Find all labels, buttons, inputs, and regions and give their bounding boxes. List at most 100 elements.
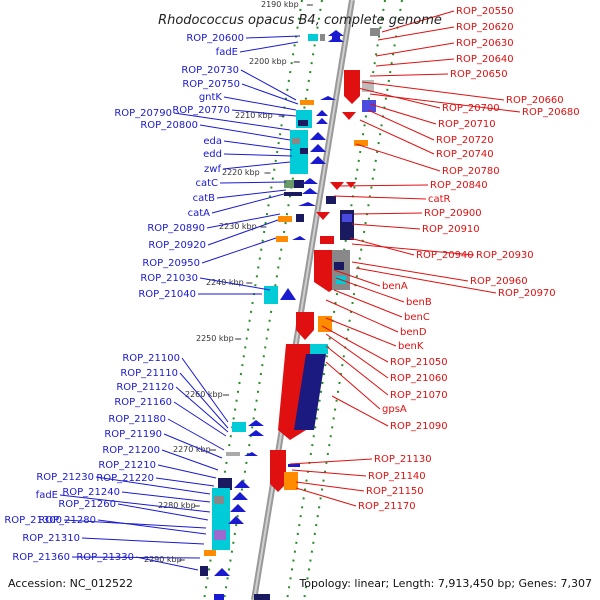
gene-label-rop_21120[interactable]: ROP_21120 [116, 382, 174, 393]
gene-label-rop_21050[interactable]: ROP_21050 [390, 357, 448, 368]
gene-label-cata[interactable]: catA [188, 208, 211, 219]
gene-label-rop_21040[interactable]: ROP_21040 [138, 289, 196, 300]
leader-line [95, 476, 211, 495]
leader-line [239, 41, 299, 53]
gene-label-rop_20970[interactable]: ROP_20970 [498, 288, 556, 299]
gene-label-rop_21140[interactable]: ROP_21140 [368, 471, 426, 482]
label-leader-lines [59, 10, 521, 571]
gene-label-rop_20730[interactable]: ROP_20730 [181, 65, 239, 76]
gene-label-gntk[interactable]: gntK [199, 92, 223, 103]
gene-label-rop_20660[interactable]: ROP_20660 [506, 95, 564, 106]
gene-label-fade[interactable]: fadE [216, 47, 238, 58]
leader-line [295, 487, 357, 507]
leader-line [369, 73, 449, 77]
leader-line [201, 237, 277, 264]
gene-label-rop_21060[interactable]: ROP_21060 [390, 373, 448, 384]
gene-label-benb[interactable]: benB [406, 297, 432, 308]
leader-line [216, 189, 287, 199]
gene-label-rop_21360[interactable]: ROP_21360 [12, 552, 70, 563]
gene-label-rop_20770[interactable]: ROP_20770 [172, 105, 230, 116]
gene-label-rop_21330[interactable]: ROP_21330 [76, 552, 134, 563]
gene-label-rop_21180[interactable]: ROP_21180 [108, 414, 166, 425]
leader-line [369, 93, 521, 113]
leader-line [241, 83, 299, 105]
gene-label-rop_21090[interactable]: ROP_21090 [390, 421, 448, 432]
gene-label-bend[interactable]: benD [400, 327, 427, 338]
gene-label-zwf[interactable]: zwf [204, 164, 221, 175]
gene-label-rop_20950[interactable]: ROP_20950 [142, 258, 200, 269]
gene-label-rop_20780[interactable]: ROP_20780 [442, 166, 500, 177]
gene-label-rop_21160[interactable]: ROP_21160 [114, 397, 172, 408]
leader-line [353, 212, 423, 215]
gene-label-eda[interactable]: eda [203, 136, 222, 147]
leader-line [219, 181, 287, 184]
gene-label-catr[interactable]: catR [428, 194, 451, 205]
gene-label-rop_21190[interactable]: ROP_21190 [104, 429, 162, 440]
leader-line [63, 519, 207, 529]
gene-label-catc[interactable]: catC [195, 178, 218, 189]
gene-label-rop_20750[interactable]: ROP_20750 [182, 79, 240, 90]
gene-label-rop_20710[interactable]: ROP_20710 [438, 119, 496, 130]
leader-line [369, 103, 437, 125]
gene-label-gpsa[interactable]: gpsA [382, 404, 407, 415]
gene-label-rop_21100[interactable]: ROP_21100 [122, 353, 180, 364]
gene-label-rop_20550[interactable]: ROP_20550 [456, 6, 514, 17]
gene-label-rop_20800[interactable]: ROP_20800 [140, 120, 198, 131]
leader-line [361, 81, 505, 101]
gene-label-rop_20630[interactable]: ROP_20630 [456, 38, 514, 49]
gene-label-rop_20940[interactable]: ROP_20940 [416, 250, 474, 261]
gene-label-rop_20900[interactable]: ROP_20900 [424, 208, 482, 219]
gene-label-fade[interactable]: fadE [36, 490, 58, 501]
gene-label-rop_21280[interactable]: ROP_21280 [38, 515, 96, 526]
gene-label-rop_21260[interactable]: ROP_21260 [58, 499, 116, 510]
leader-line [321, 325, 389, 363]
gene-label-rop_21110[interactable]: ROP_21110 [120, 368, 178, 379]
gene-label-rop_21150[interactable]: ROP_21150 [366, 486, 424, 497]
leader-line [199, 277, 271, 291]
gene-label-catb[interactable]: catB [193, 193, 216, 204]
leader-line [333, 195, 427, 200]
gene-label-rop_21310[interactable]: ROP_21310 [22, 533, 80, 544]
gene-label-rop_20650[interactable]: ROP_20650 [450, 69, 508, 80]
gene-label-rop_21170[interactable]: ROP_21170 [358, 501, 416, 512]
gene-label-rop_20720[interactable]: ROP_20720 [436, 135, 494, 146]
gene-label-benc[interactable]: benC [404, 312, 430, 323]
gene-label-rop_21300[interactable]: ROP_21300 [4, 515, 62, 526]
gene-label-rop_20700[interactable]: ROP_20700 [442, 103, 500, 114]
gene-label-benk[interactable]: benK [398, 341, 424, 352]
gene-label-rop_21200[interactable]: ROP_21200 [102, 445, 160, 456]
tick-label: 2220 kbp [222, 168, 260, 177]
gene-label-rop_20890[interactable]: ROP_20890 [147, 223, 205, 234]
gene-label-rop_21220[interactable]: ROP_21220 [96, 473, 154, 484]
leader-line [325, 361, 381, 410]
gene-label-rop_20790[interactable]: ROP_20790 [114, 108, 172, 119]
gene-label-rop_21070[interactable]: ROP_21070 [390, 390, 448, 401]
map-title: Rhodococcus opacus B4, complete genome [158, 13, 442, 28]
leader-line [161, 449, 219, 471]
leader-line [355, 267, 497, 294]
gene-label-rop_21240[interactable]: ROP_21240 [62, 487, 120, 498]
gene-label-rop_20740[interactable]: ROP_20740 [436, 149, 494, 160]
leader-line [206, 213, 281, 229]
gene-label-rop_21130[interactable]: ROP_21130 [374, 454, 432, 465]
gene-label-bena[interactable]: benA [382, 281, 408, 292]
gene-label-rop_20920[interactable]: ROP_20920 [148, 240, 206, 251]
tick-label: 2270 kbp [173, 445, 211, 454]
gene-label-rop_20640[interactable]: ROP_20640 [456, 54, 514, 65]
leader-line [325, 299, 399, 333]
gene-label-rop_20620[interactable]: ROP_20620 [456, 22, 514, 33]
leader-line [181, 357, 229, 423]
gene-label-rop_20930[interactable]: ROP_20930 [476, 250, 534, 261]
gene-label-edd[interactable]: edd [203, 149, 222, 160]
gene-label-rop_21230[interactable]: ROP_21230 [36, 472, 94, 483]
forward-features [200, 30, 344, 600]
gene-label-rop_21030[interactable]: ROP_21030 [140, 273, 198, 284]
gene-label-rop_20840[interactable]: ROP_20840 [430, 180, 488, 191]
gene-label-rop_20960[interactable]: ROP_20960 [470, 276, 528, 287]
gene-label-rop_20910[interactable]: ROP_20910 [422, 224, 480, 235]
gene-label-rop_21210[interactable]: ROP_21210 [98, 460, 156, 471]
gene-label-rop_20600[interactable]: ROP_20600 [186, 33, 244, 44]
gene-label-rop_20680[interactable]: ROP_20680 [522, 107, 580, 118]
leader-line [222, 161, 291, 170]
accession-text: Accession: NC_012522 [8, 577, 133, 590]
